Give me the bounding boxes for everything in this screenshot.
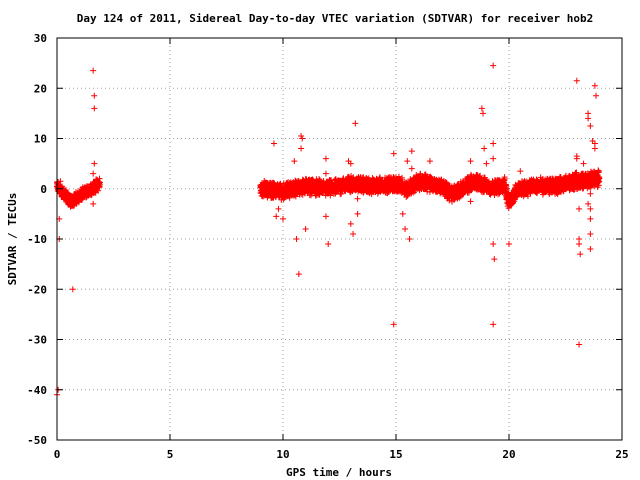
band-point (316, 176, 323, 183)
band-point (412, 188, 419, 195)
y-tick-label: 10 (34, 133, 47, 146)
band-point (96, 181, 103, 188)
x-tick-label: 5 (167, 448, 174, 461)
y-tick-label: -40 (27, 384, 47, 397)
y-tick-label: -50 (27, 434, 47, 447)
x-tick-label: 25 (615, 448, 628, 461)
band-point (292, 193, 299, 200)
data-points (54, 62, 603, 398)
band-point (377, 174, 384, 181)
x-tick-label: 0 (54, 448, 61, 461)
y-axis-label: SDTVAR / TECUs (6, 193, 19, 286)
x-tick-label: 10 (276, 448, 289, 461)
x-tick-label: 15 (389, 448, 402, 461)
y-tick-label: 0 (40, 183, 47, 196)
y-tick-label: 30 (34, 32, 47, 45)
y-tick-label: -20 (27, 283, 47, 296)
chart-title: Day 124 of 2011, Sidereal Day-to-day VTE… (77, 12, 594, 25)
y-tick-label: -30 (27, 334, 47, 347)
grid-lines (57, 38, 622, 440)
x-axis-label: GPS time / hours (286, 466, 392, 479)
y-tick-label: -10 (27, 233, 47, 246)
x-tick-label: 20 (502, 448, 515, 461)
band-point (403, 194, 410, 201)
y-tick-label: 20 (34, 82, 47, 95)
